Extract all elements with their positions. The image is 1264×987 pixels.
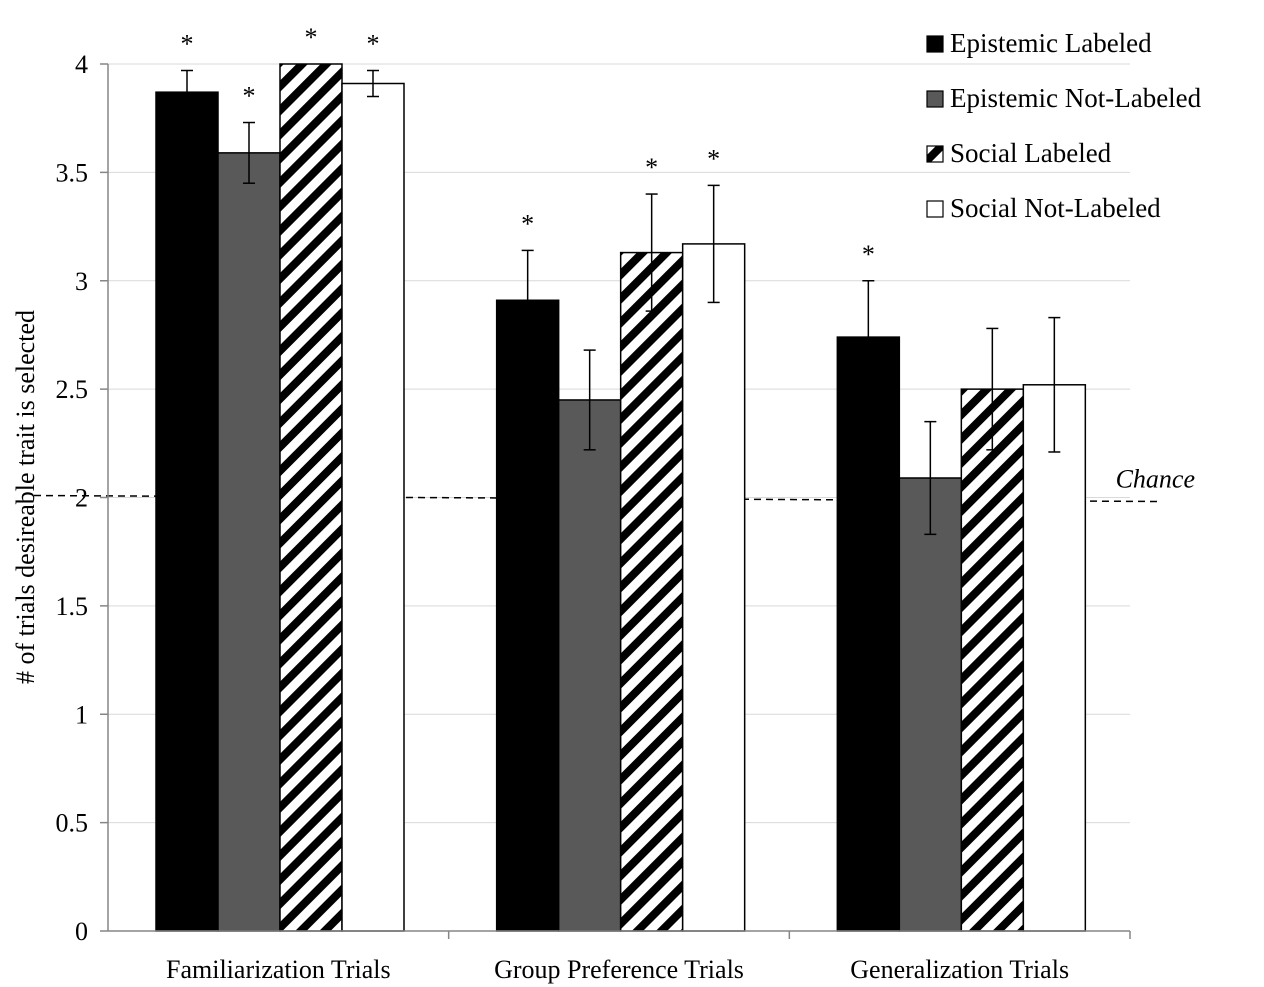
legend-swatch (926, 35, 944, 53)
y-tick-label: 3 (75, 267, 88, 296)
significance-star: * (305, 23, 318, 52)
legend-swatch (926, 90, 944, 108)
y-tick-label: 4 (75, 50, 88, 79)
y-tick-labels: 0 0.5 1 1.5 2 2.5 3 3.5 4 (56, 50, 108, 946)
x-category-label: Familiarization Trials (166, 955, 391, 984)
significance-star: * (707, 144, 720, 173)
significance-star: * (181, 30, 194, 59)
bar (898, 477, 963, 932)
bar (1022, 384, 1087, 932)
bar (155, 91, 219, 932)
chance-label: Chance (1116, 465, 1195, 494)
x-category-label: Group Preference Trials (494, 955, 744, 984)
y-tick-label: 0 (75, 917, 88, 946)
x-category-labels: Familiarization Trials Group Preference T… (166, 931, 1131, 984)
x-category-label: Generalization Trials (850, 955, 1069, 984)
significance-star: * (862, 240, 875, 269)
significance-star: * (521, 209, 534, 238)
legend-swatch (926, 145, 944, 163)
significance-star: * (243, 82, 256, 111)
legend-label: Epistemic Not-Labeled (950, 83, 1202, 113)
bar (960, 388, 1025, 932)
error-bars (181, 69, 1061, 536)
significance-star: * (367, 30, 380, 59)
y-tick-label: 2.5 (56, 375, 89, 404)
bars (155, 63, 1087, 932)
bar (341, 82, 405, 932)
bar (495, 299, 560, 932)
significance-star: * (645, 153, 658, 182)
y-axis-label: # of trials desireable trait is selected (11, 310, 40, 684)
bar (681, 243, 746, 932)
legend: Epistemic Labeled Epistemic Not-Labeled So… (926, 28, 1202, 223)
y-tick-label: 3.5 (56, 158, 89, 187)
bar (279, 63, 343, 932)
bar (557, 399, 622, 932)
bar (217, 152, 281, 932)
bar (836, 336, 901, 932)
legend-label: Social Not-Labeled (950, 193, 1161, 223)
y-tick-label: 1.5 (56, 592, 89, 621)
y-tick-label: 0.5 (56, 809, 89, 838)
legend-swatch (926, 200, 944, 218)
legend-label: Social Labeled (950, 138, 1112, 168)
legend-label: Epistemic Labeled (950, 28, 1152, 58)
y-tick-label: 1 (75, 700, 88, 729)
significance-markers: * * * * * * * * (181, 23, 875, 269)
bar (619, 251, 684, 932)
y-tick-label: 2 (75, 484, 88, 513)
